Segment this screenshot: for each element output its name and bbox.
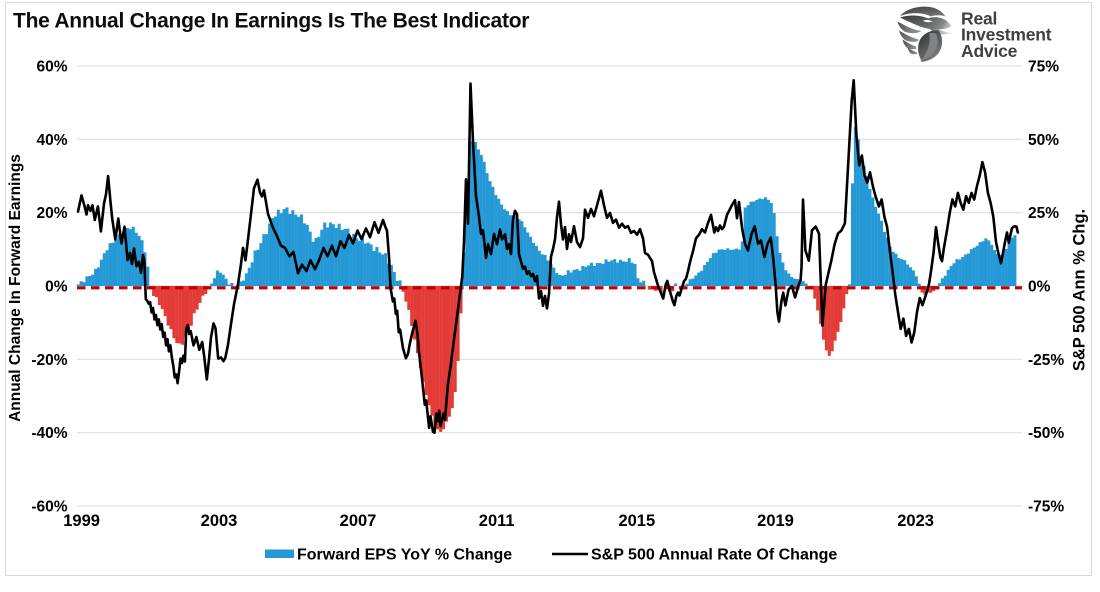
svg-text:Forward EPS YoY % Change: Forward EPS YoY % Change [297,547,512,564]
svg-text:-25%: -25% [1028,352,1064,369]
svg-text:2011: 2011 [479,512,515,530]
svg-text:2023: 2023 [897,512,934,530]
svg-text:Investment: Investment [961,25,1052,45]
svg-text:-60%: -60% [31,499,67,516]
svg-text:-75%: -75% [1028,499,1064,516]
svg-text:25%: 25% [1028,205,1059,222]
svg-text:-50%: -50% [1028,425,1064,442]
svg-text:2007: 2007 [340,512,377,530]
svg-text:S&P 500 Ann % Chg.: S&P 500 Ann % Chg. [1071,209,1089,371]
svg-text:2003: 2003 [201,512,238,530]
svg-text:-40%: -40% [31,425,67,442]
svg-text:0%: 0% [1028,279,1051,296]
svg-text:2015: 2015 [618,512,655,530]
svg-text:20%: 20% [36,205,67,222]
svg-text:40%: 40% [36,132,67,149]
svg-text:2019: 2019 [757,512,794,530]
svg-text:75%: 75% [1028,59,1059,76]
svg-text:0%: 0% [45,279,68,296]
svg-text:-20%: -20% [31,352,67,369]
svg-text:Real: Real [961,9,997,29]
svg-text:1999: 1999 [63,512,100,530]
svg-text:S&P 500 Annual Rate Of Change: S&P 500 Annual Rate Of Change [591,547,837,564]
svg-text:60%: 60% [36,59,67,76]
svg-text:50%: 50% [1028,132,1059,149]
svg-text:Advice: Advice [961,41,1018,61]
svg-text:The Annual Change In Earnings: The Annual Change In Earnings Is The Bes… [13,10,529,33]
svg-text:Annual Change In Forward Earni: Annual Change In Forward Earnings [7,154,24,422]
